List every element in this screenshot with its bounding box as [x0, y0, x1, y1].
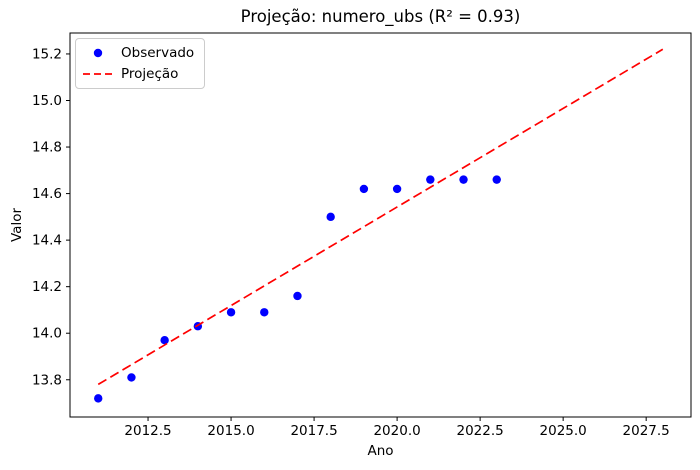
legend-entry: Projeção — [83, 65, 194, 83]
y-tick-label: 14.8 — [32, 140, 62, 156]
y-tick-label: 14.6 — [32, 186, 62, 202]
legend-label: Projeção — [121, 66, 179, 82]
y-tick-label: 14.0 — [32, 326, 62, 342]
scatter-point — [359, 184, 369, 194]
scatter-point — [94, 394, 103, 403]
legend-entry: Observado — [83, 44, 194, 62]
x-tick-label: 2012.5 — [124, 423, 171, 439]
legend-dashed-line-marker-icon — [83, 73, 113, 75]
x-tick-label: 2022.5 — [457, 423, 504, 439]
scatter-point — [426, 175, 435, 184]
scatter-point — [459, 175, 468, 184]
x-axis-label: Ano — [367, 443, 394, 459]
scatter-point — [293, 291, 302, 301]
scatter-point — [260, 308, 269, 317]
projection-line — [97, 48, 664, 386]
y-tick-label: 14.4 — [32, 233, 62, 249]
y-tick-label: 15.0 — [32, 93, 62, 109]
scatter-point — [326, 212, 335, 222]
x-tick-label: 2020.0 — [373, 423, 420, 439]
x-tick-label: 2027.5 — [623, 423, 670, 439]
x-tick-label: 2017.5 — [290, 423, 337, 439]
legend: Observado Projeção — [75, 38, 206, 89]
legend-dot-marker-icon — [93, 48, 103, 58]
scatter-point — [226, 308, 236, 317]
x-tick-label: 2015.0 — [207, 423, 254, 439]
scatter-point — [127, 373, 136, 382]
legend-label: Observado — [121, 45, 195, 61]
scatter-point — [160, 336, 169, 345]
x-tick-label: 2025.0 — [540, 423, 587, 439]
y-tick-label: 15.2 — [32, 46, 62, 62]
y-tick-label: 13.8 — [32, 372, 62, 388]
y-tick-label: 14.2 — [32, 279, 62, 295]
scatter-point — [392, 184, 402, 194]
chart-title: Projeção: numero_ubs (R² = 0.93) — [240, 7, 521, 26]
scatter-point — [492, 175, 501, 184]
axes-frame — [69, 32, 692, 418]
